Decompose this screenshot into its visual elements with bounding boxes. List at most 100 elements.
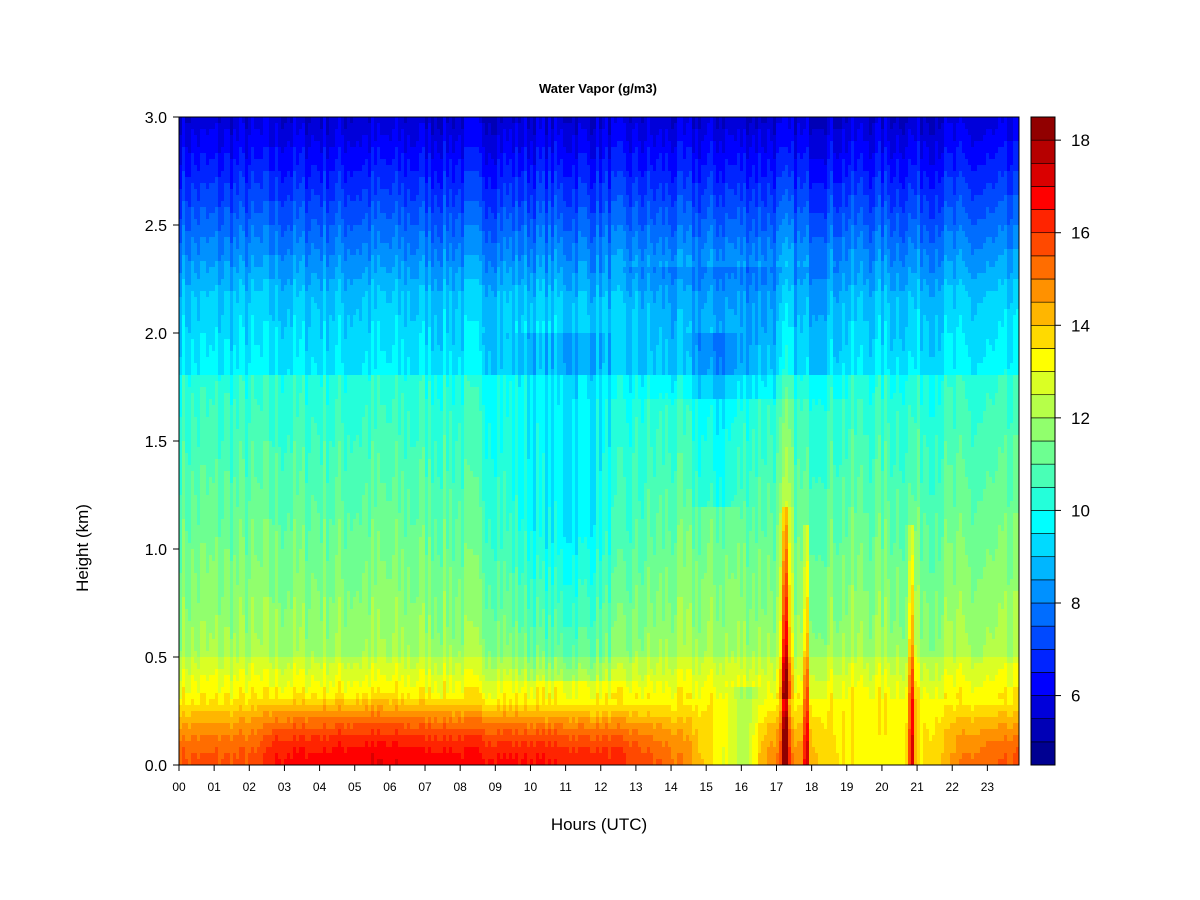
heatmap-cell <box>305 609 309 616</box>
heatmap-cell <box>212 291 216 298</box>
heatmap-cell <box>179 321 183 328</box>
heatmap-cell <box>263 519 267 526</box>
heatmap-cell <box>311 333 315 340</box>
heatmap-cell <box>266 165 270 172</box>
heatmap-cell <box>269 609 273 616</box>
heatmap-cell <box>257 387 261 394</box>
heatmap-cell <box>218 561 222 568</box>
heatmap-cell <box>287 159 291 166</box>
heatmap-cell <box>209 213 213 220</box>
heatmap-cell <box>212 513 216 520</box>
heatmap-cell <box>236 741 240 748</box>
heatmap-cell <box>263 495 267 502</box>
heatmap-cell <box>227 753 231 760</box>
heatmap-cell <box>302 687 306 694</box>
heatmap-cell <box>233 417 237 424</box>
heatmap-cell <box>236 573 240 580</box>
heatmap-cell <box>254 243 258 250</box>
heatmap-cell <box>269 231 273 238</box>
heatmap-cell <box>206 345 210 352</box>
heatmap-cell <box>209 567 213 574</box>
heatmap-cell <box>308 705 312 712</box>
heatmap-cell <box>263 447 267 454</box>
heatmap-cell <box>299 609 303 616</box>
heatmap-cell <box>197 165 201 172</box>
heatmap-cell <box>242 501 246 508</box>
heatmap-cell <box>293 249 297 256</box>
heatmap-cell <box>251 657 255 664</box>
heatmap-cell <box>314 267 318 274</box>
heatmap-cell <box>239 531 243 538</box>
heatmap-cell <box>302 717 306 724</box>
heatmap-cell <box>308 321 312 328</box>
heatmap-cell <box>284 411 288 418</box>
heatmap-cell <box>203 609 207 616</box>
heatmap-cell <box>197 399 201 406</box>
heatmap-cell <box>293 369 297 376</box>
heatmap-cell <box>263 459 267 466</box>
heatmap-cell <box>233 273 237 280</box>
heatmap-cell <box>200 345 204 352</box>
heatmap-cell <box>209 531 213 538</box>
heatmap-cell <box>230 183 234 190</box>
heatmap-cell <box>260 447 264 454</box>
heatmap-cell <box>197 129 201 136</box>
heatmap-cell <box>257 171 261 178</box>
heatmap-cell <box>236 513 240 520</box>
heatmap-cell <box>209 645 213 652</box>
heatmap-cell <box>239 759 243 766</box>
heatmap-cell <box>248 753 252 760</box>
heatmap-cell <box>269 141 273 148</box>
heatmap-cell <box>266 327 270 334</box>
heatmap-cell <box>251 729 255 736</box>
heatmap-cell <box>218 405 222 412</box>
heatmap-cell <box>227 267 231 274</box>
heatmap-cell <box>290 285 294 292</box>
heatmap-cell <box>236 309 240 316</box>
heatmap-cell <box>212 141 216 148</box>
heatmap-cell <box>272 411 276 418</box>
heatmap-cell <box>290 729 294 736</box>
heatmap-cell <box>272 633 276 640</box>
heatmap-cell <box>311 327 315 334</box>
heatmap-cell <box>314 507 318 514</box>
heatmap-cell <box>296 141 300 148</box>
heatmap-cell <box>209 279 213 286</box>
heatmap-cell <box>269 309 273 316</box>
heatmap-cell <box>197 699 201 706</box>
heatmap-cell <box>197 501 201 508</box>
heatmap-cell <box>233 579 237 586</box>
heatmap-cell <box>200 729 204 736</box>
heatmap-cell <box>284 543 288 550</box>
heatmap-cell <box>203 441 207 448</box>
heatmap-cell <box>188 513 192 520</box>
heatmap-cell <box>194 135 198 142</box>
heatmap-cell <box>281 561 285 568</box>
heatmap-cell <box>278 675 282 682</box>
heatmap-cell <box>191 195 195 202</box>
heatmap-cell <box>278 183 282 190</box>
heatmap-cell <box>296 639 300 646</box>
heatmap-cell <box>224 375 228 382</box>
heatmap-cell <box>290 753 294 760</box>
heatmap-cell <box>188 129 192 136</box>
heatmap-cell <box>209 597 213 604</box>
heatmap-cell <box>179 393 183 400</box>
heatmap-cell <box>185 729 189 736</box>
heatmap-cell <box>212 519 216 526</box>
heatmap-cell <box>236 213 240 220</box>
heatmap-cell <box>185 753 189 760</box>
heatmap-cell <box>242 729 246 736</box>
heatmap-cell <box>275 273 279 280</box>
heatmap-cell <box>254 201 258 208</box>
heatmap-cell <box>185 519 189 526</box>
heatmap-cell <box>239 687 243 694</box>
heatmap-cell <box>233 255 237 262</box>
heatmap-cell <box>227 117 231 124</box>
heatmap-cell <box>194 705 198 712</box>
heatmap-cell <box>212 363 216 370</box>
heatmap-cell <box>185 501 189 508</box>
heatmap-cell <box>293 699 297 706</box>
heatmap-cell <box>311 555 315 562</box>
heatmap-cell <box>281 507 285 514</box>
